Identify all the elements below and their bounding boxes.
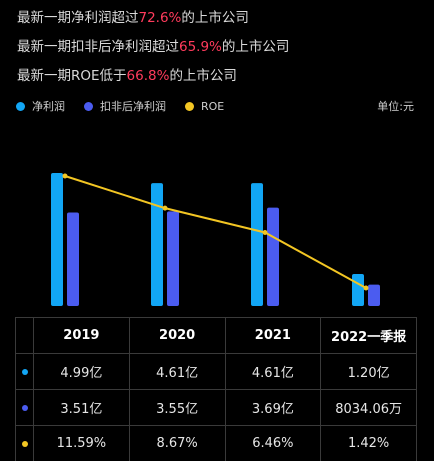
table-row-net-profit: 4.99亿 4.61亿 4.61亿 1.20亿 (15, 353, 417, 390)
bar-deducted-profit[interactable] (167, 211, 179, 306)
table-header-row: 2019 2020 2021 2022一季报 (15, 317, 417, 354)
bar-net-profit[interactable] (251, 183, 263, 306)
table-row-roe: 11.59% 8.67% 6.46% 1.42% (15, 425, 417, 461)
table-cell: 4.99亿 (33, 353, 130, 390)
unit-label: 单位:元 (377, 100, 414, 113)
table-header-cell: 2021 (224, 317, 322, 354)
table-corner-cell (15, 317, 34, 354)
legend-item-roe[interactable]: ROE (185, 100, 224, 113)
table-row-deducted: 3.51亿 3.55亿 3.69亿 8034.06万 (15, 389, 417, 426)
legend-dot-net-profit (16, 101, 25, 111)
table-header-cell: 2020 (128, 317, 226, 354)
roe-point[interactable] (62, 173, 68, 179)
data-table: 2019 2020 2021 2022一季报 4.99亿 4.61亿 4.61亿… (15, 317, 417, 461)
table-cell: 8.67% (128, 425, 226, 461)
roe-point[interactable] (363, 285, 369, 291)
roe-point[interactable] (162, 205, 168, 211)
statement-deducted-profit: 最新一期扣非后净利润超过65.9%的上市公司 (17, 39, 290, 55)
chart-legend: 净利润 扣非后净利润 ROE (16, 98, 243, 114)
roe-line (64, 175, 367, 289)
legend-label: ROE (201, 99, 225, 113)
bar-deducted-profit[interactable] (67, 212, 79, 306)
table-cell: 6.46% (224, 425, 322, 461)
bar-deducted-profit[interactable] (368, 284, 380, 306)
bar-net-profit[interactable] (352, 274, 364, 306)
bar-deducted-profit[interactable] (267, 207, 279, 306)
row-marker-cell (15, 389, 34, 426)
chart-plot (51, 173, 380, 306)
legend-label: 扣非后净利润 (100, 100, 166, 113)
table-cell: 3.55亿 (128, 389, 226, 426)
legend-item-deducted[interactable]: 扣非后净利润 (84, 98, 166, 114)
statement-net-profit: 最新一期净利润超过72.6%的上市公司 (17, 10, 249, 26)
legend-dot-roe (185, 101, 194, 111)
legend-label: 净利润 (32, 100, 65, 113)
table-header-cell: 2019 (33, 317, 130, 354)
row-marker-dot (21, 405, 28, 411)
roe-point[interactable] (262, 229, 268, 235)
row-marker-dot (21, 441, 28, 447)
bar-net-profit[interactable] (151, 183, 163, 306)
row-marker-cell (15, 425, 34, 461)
row-marker-dot (21, 369, 28, 375)
table-cell: 8034.06万 (320, 389, 417, 426)
table-cell: 4.61亿 (128, 353, 226, 390)
legend-item-net-profit[interactable]: 净利润 (16, 98, 65, 114)
table-cell: 4.61亿 (224, 353, 322, 390)
table-cell: 11.59% (33, 425, 130, 461)
row-marker-cell (15, 353, 34, 390)
statement-roe: 最新一期ROE低于66.8%的上市公司 (17, 68, 237, 84)
table-header-cell: 2022一季报 (320, 317, 417, 354)
table-cell: 1.42% (320, 425, 417, 461)
legend-dot-deducted (84, 101, 93, 111)
table-cell: 1.20亿 (320, 353, 417, 390)
table-cell: 3.51亿 (33, 389, 130, 426)
table-cell: 3.69亿 (224, 389, 322, 426)
bar-net-profit[interactable] (51, 173, 63, 306)
